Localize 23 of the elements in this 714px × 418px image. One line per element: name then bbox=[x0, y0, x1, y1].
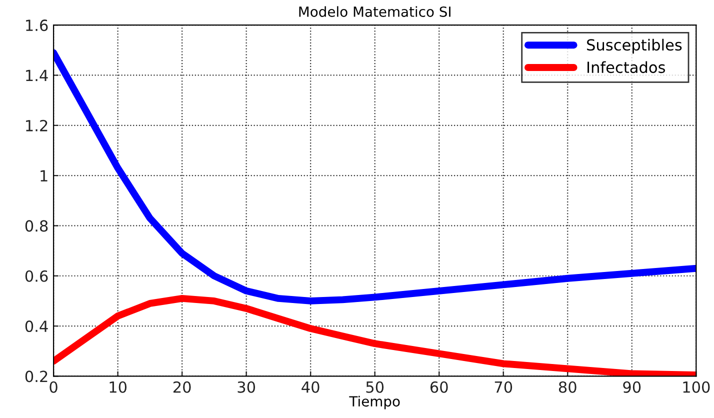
x-tick-label: 60 bbox=[430, 381, 448, 393]
legend-label: Susceptibles bbox=[587, 38, 682, 54]
y-tick-label: 1.6 bbox=[26, 20, 48, 32]
x-tick-label: 70 bbox=[494, 381, 512, 393]
x-tick-label: 20 bbox=[173, 381, 191, 393]
y-tick-label: 1.2 bbox=[26, 120, 48, 132]
chart-title: Modelo Matematico SI bbox=[299, 6, 450, 17]
y-tick-label: 0.8 bbox=[25, 220, 48, 232]
x-tick-label: 90 bbox=[623, 381, 641, 393]
y-tick-label: 1.4 bbox=[26, 70, 48, 82]
y-tick-label: 0.4 bbox=[25, 320, 48, 332]
y-tick-label: 1 bbox=[40, 170, 48, 182]
y-tick-label: 0.2 bbox=[25, 370, 48, 382]
x-tick-label: 100 bbox=[683, 381, 710, 393]
x-tick-label: 80 bbox=[558, 381, 576, 393]
legend-label: Infectados bbox=[588, 61, 665, 74]
y-tick-label: 0.6 bbox=[25, 270, 48, 282]
x-axis-title: Tiempo bbox=[349, 396, 400, 410]
x-tick-label: 10 bbox=[110, 381, 127, 393]
x-tick-label: 40 bbox=[302, 381, 320, 393]
x-tick-label: 30 bbox=[238, 381, 256, 393]
x-tick-label: 50 bbox=[366, 381, 384, 393]
x-tick-label: 0 bbox=[50, 381, 58, 393]
